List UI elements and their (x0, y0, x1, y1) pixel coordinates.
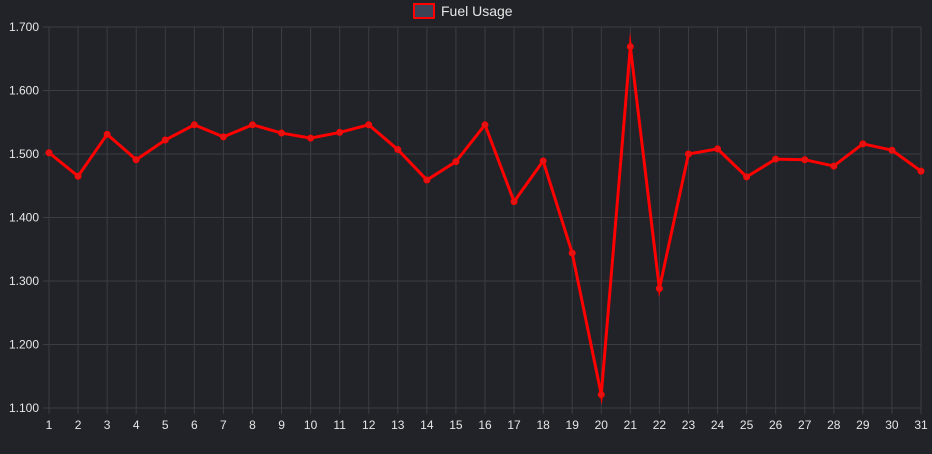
data-point[interactable] (626, 43, 634, 51)
data-point[interactable] (568, 249, 576, 257)
y-tick-label: 1.600 (9, 84, 39, 98)
x-tick-label: 6 (191, 418, 198, 432)
x-tick-label: 28 (827, 418, 841, 432)
data-point[interactable] (539, 157, 547, 165)
legend-swatch[interactable] (413, 3, 435, 19)
legend[interactable]: Fuel Usage (413, 3, 513, 19)
data-point[interactable] (161, 136, 169, 144)
data-point[interactable] (278, 129, 286, 137)
x-tick-label: 13 (391, 418, 405, 432)
data-point[interactable] (132, 156, 140, 164)
grid (43, 26, 922, 414)
y-tick-label: 1.300 (9, 274, 39, 288)
y-tick-label: 1.100 (9, 401, 39, 415)
legend-label[interactable]: Fuel Usage (441, 3, 513, 19)
y-tick-label: 1.700 (9, 20, 39, 34)
data-point[interactable] (248, 121, 256, 129)
x-tick-label: 17 (507, 418, 521, 432)
data-point[interactable] (743, 173, 751, 181)
data-point[interactable] (481, 121, 489, 129)
data-point[interactable] (510, 198, 518, 206)
data-point[interactable] (801, 156, 809, 164)
x-tick-label: 15 (449, 418, 463, 432)
data-point[interactable] (452, 158, 460, 166)
data-point[interactable] (219, 133, 227, 141)
x-tick-label: 2 (75, 418, 82, 432)
data-point[interactable] (684, 150, 692, 158)
x-tick-label: 29 (856, 418, 870, 432)
y-axis: 1.100 1.200 1.300 1.400 1.500 1.600 1.700 (9, 20, 39, 415)
x-tick-label: 27 (798, 418, 812, 432)
data-point[interactable] (423, 176, 431, 184)
x-axis: 1 2 3 4 5 6 7 8 9 10 11 12 13 14 15 16 17 18 19 20 21 22 23 24 2… (46, 418, 928, 432)
data-point[interactable] (888, 146, 896, 154)
y-tick-label: 1.200 (9, 338, 39, 352)
data-point[interactable] (655, 285, 663, 293)
x-tick-label: 16 (478, 418, 492, 432)
x-tick-label: 22 (653, 418, 667, 432)
x-tick-label: 9 (278, 418, 285, 432)
x-tick-label: 8 (249, 418, 256, 432)
series-fuel-usage (45, 31, 925, 406)
x-tick-label: 25 (740, 418, 754, 432)
x-tick-label: 18 (536, 418, 550, 432)
x-tick-label: 10 (304, 418, 318, 432)
data-point[interactable] (714, 145, 722, 153)
data-point[interactable] (336, 128, 344, 136)
x-tick-label: 12 (362, 418, 376, 432)
x-tick-label: 26 (769, 418, 783, 432)
data-point[interactable] (190, 121, 198, 129)
y-tick-label: 1.500 (9, 147, 39, 161)
data-point[interactable] (74, 172, 82, 180)
data-point[interactable] (597, 391, 605, 399)
data-point[interactable] (830, 162, 838, 170)
x-tick-label: 14 (420, 418, 434, 432)
data-point[interactable] (859, 140, 867, 148)
x-tick-label: 11 (333, 418, 346, 432)
x-tick-label: 4 (133, 418, 140, 432)
data-point[interactable] (917, 167, 925, 175)
x-tick-label: 31 (914, 418, 928, 432)
x-tick-label: 7 (220, 418, 227, 432)
x-tick-label: 21 (624, 418, 638, 432)
x-tick-label: 30 (885, 418, 899, 432)
x-tick-label: 5 (162, 418, 169, 432)
data-point[interactable] (772, 155, 780, 163)
x-tick-label: 3 (104, 418, 111, 432)
y-tick-label: 1.400 (9, 211, 39, 225)
x-tick-label: 23 (682, 418, 696, 432)
data-point[interactable] (103, 130, 111, 138)
x-tick-label: 24 (711, 418, 725, 432)
x-tick-label: 20 (595, 418, 609, 432)
data-point[interactable] (307, 134, 315, 142)
data-point[interactable] (45, 149, 53, 157)
x-tick-label: 19 (566, 418, 580, 432)
data-point[interactable] (365, 121, 373, 129)
data-point[interactable] (394, 146, 402, 154)
x-tick-label: 1 (46, 418, 53, 432)
